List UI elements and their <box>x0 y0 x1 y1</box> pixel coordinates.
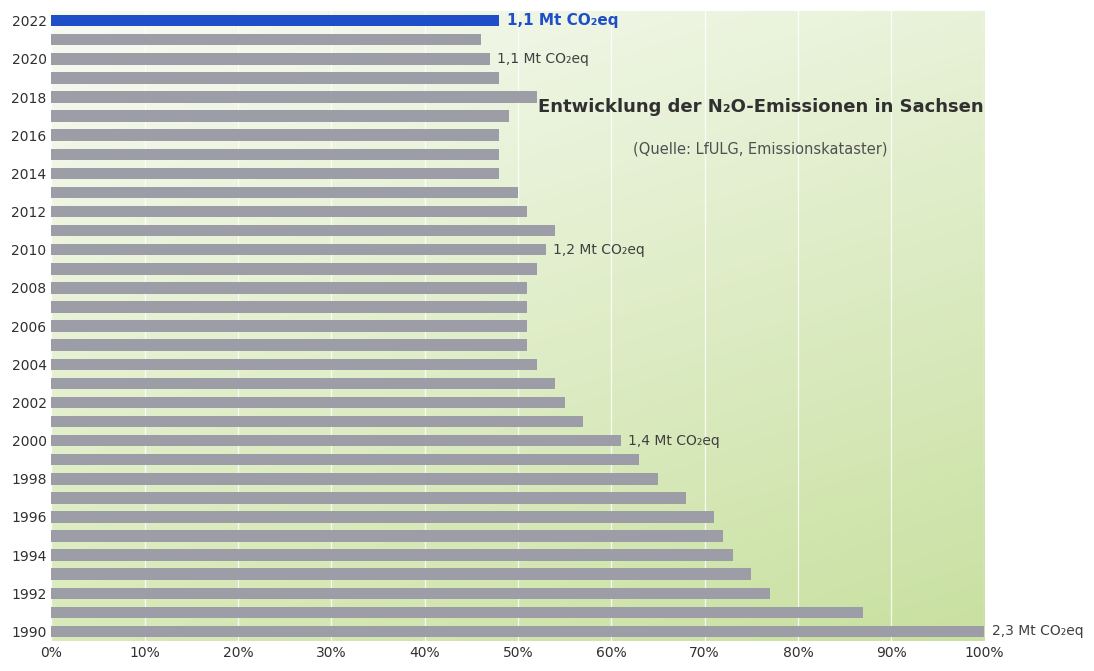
Bar <box>51 492 686 504</box>
Bar <box>51 511 714 523</box>
Text: Entwicklung der N₂O-Emissionen in Sachsen: Entwicklung der N₂O-Emissionen in Sachse… <box>538 97 984 115</box>
Bar <box>51 168 499 179</box>
Text: 1,4 Mt CO₂eq: 1,4 Mt CO₂eq <box>628 433 720 448</box>
Text: 2,3 Mt CO₂eq: 2,3 Mt CO₂eq <box>992 625 1083 639</box>
Bar <box>51 568 752 580</box>
Bar <box>51 320 527 331</box>
Bar <box>51 15 499 26</box>
Bar <box>51 34 480 46</box>
Bar <box>51 301 527 313</box>
Bar <box>51 263 537 274</box>
Bar <box>51 225 556 236</box>
Bar <box>51 607 863 618</box>
Bar <box>51 588 770 599</box>
Bar <box>51 473 657 484</box>
Bar <box>51 148 499 160</box>
Text: 1,2 Mt CO₂eq: 1,2 Mt CO₂eq <box>554 243 645 257</box>
Bar <box>51 416 583 427</box>
Bar <box>51 282 527 294</box>
Bar <box>51 550 733 561</box>
Bar <box>51 72 499 84</box>
Bar <box>51 530 723 541</box>
Bar <box>51 206 527 217</box>
Bar <box>51 244 546 256</box>
Text: (Quelle: LfULG, Emissionskataster): (Quelle: LfULG, Emissionskataster) <box>633 141 888 156</box>
Bar <box>51 435 620 446</box>
Bar <box>51 340 527 351</box>
Bar <box>51 91 537 103</box>
Bar <box>51 110 509 122</box>
Text: 1,1 Mt CO₂eq: 1,1 Mt CO₂eq <box>507 13 618 28</box>
Bar <box>51 378 556 389</box>
Bar <box>51 454 639 466</box>
Bar <box>51 53 490 64</box>
Bar <box>51 187 517 198</box>
Text: 1,1 Mt CO₂eq: 1,1 Mt CO₂eq <box>498 52 590 66</box>
Bar <box>51 397 565 408</box>
Bar <box>51 130 499 141</box>
Bar <box>51 626 985 637</box>
Bar <box>51 358 537 370</box>
